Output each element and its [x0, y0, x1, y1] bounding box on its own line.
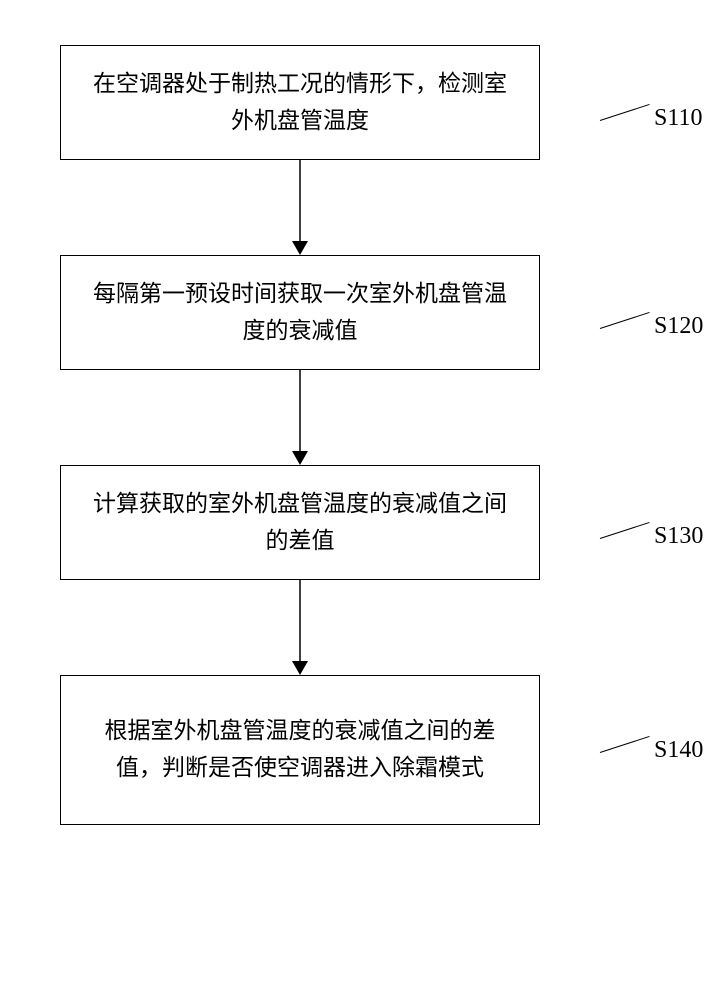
step-label-s120: S120 — [654, 313, 703, 340]
step-text: 计算获取的室外机盘管温度的衰减值之间的差值 — [91, 486, 509, 560]
step-label-s130: S130 — [654, 523, 703, 550]
arrow-1 — [60, 370, 540, 465]
arrow-2 — [60, 580, 540, 675]
connector-s110 — [600, 104, 650, 121]
flowchart-container: 在空调器处于制热工况的情形下，检测室外机盘管温度S110每隔第一预设时间获取一次… — [60, 45, 660, 825]
step-box-s110: 在空调器处于制热工况的情形下，检测室外机盘管温度 — [60, 45, 540, 160]
connector-s120 — [600, 312, 650, 329]
step-box-s120: 每隔第一预设时间获取一次室外机盘管温度的衰减值 — [60, 255, 540, 370]
connector-s130 — [600, 522, 650, 539]
step-label-s140: S140 — [654, 737, 703, 764]
step-text: 每隔第一预设时间获取一次室外机盘管温度的衰减值 — [91, 276, 509, 350]
step-text: 根据室外机盘管温度的衰减值之间的差值，判断是否使空调器进入除霜模式 — [91, 713, 509, 787]
connector-s140 — [600, 736, 650, 753]
step-box-s140: 根据室外机盘管温度的衰减值之间的差值，判断是否使空调器进入除霜模式 — [60, 675, 540, 825]
step-label-s110: S110 — [654, 105, 702, 132]
arrow-0 — [60, 160, 540, 255]
step-box-s130: 计算获取的室外机盘管温度的衰减值之间的差值 — [60, 465, 540, 580]
step-text: 在空调器处于制热工况的情形下，检测室外机盘管温度 — [91, 66, 509, 140]
